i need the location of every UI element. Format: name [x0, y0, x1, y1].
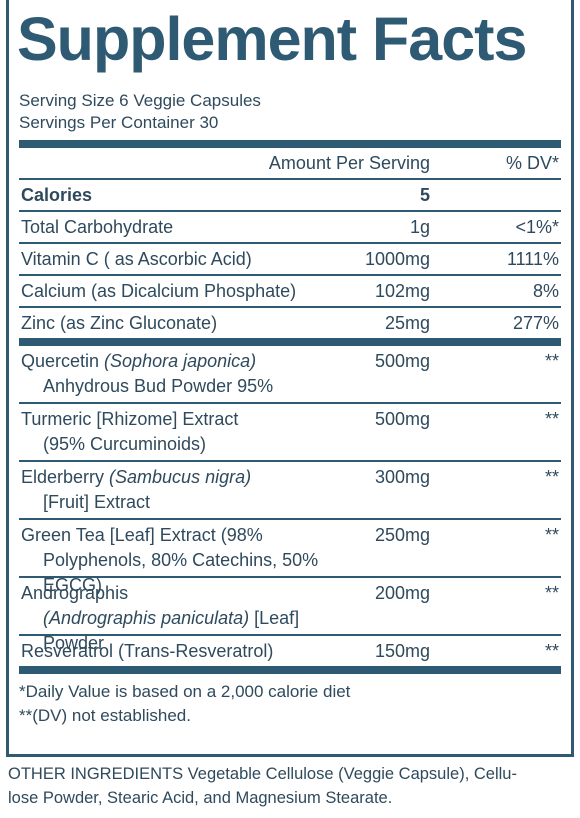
ingredient-line: [Fruit] Extract — [21, 490, 320, 515]
ingredient-line: Turmeric [Rhizome] Extract — [21, 407, 320, 432]
other-ingredients: OTHER INGREDIENTS Vegetable Cellulose (V… — [8, 762, 517, 810]
nutrient-label: Zinc (as Zinc Gluconate) — [21, 313, 218, 333]
ingredient-dv: ** — [544, 525, 559, 545]
calories-amount: 5 — [419, 185, 430, 205]
ingredient-line: Anhydrous Bud Powder 95% — [21, 374, 320, 399]
nutrient-label: Vitamin C ( as Ascorbic Acid) — [21, 249, 252, 269]
nutrient-amount: 102mg — [374, 281, 430, 301]
ingredient-label: Turmeric [Rhizome] Extract (95% Curcumino… — [19, 407, 320, 460]
ingredient-text: (Andrographis paniculata) — [43, 608, 250, 628]
ingredient-dv: ** — [544, 583, 559, 603]
ingredient-row: Quercetin (Sophora japonica) Anhydrous Bu… — [19, 346, 561, 404]
ingredient-dv: ** — [544, 351, 559, 371]
ingredient-text: [Leaf] Powder — [43, 608, 300, 653]
nutrient-row: Vitamin C ( as Ascorbic Acid) 1000mg 1111% — [19, 244, 561, 276]
nutrients: Total Carbohydrate 1g <1%* Vitamin C ( as A… — [19, 212, 561, 340]
ingredient-text: (95% Curcuminoids) — [43, 434, 207, 454]
divider — [19, 338, 561, 346]
spacer — [430, 180, 561, 210]
header-amount: Amount Per Serving — [268, 153, 430, 173]
nutrient-dv: 1111% — [506, 249, 559, 269]
ingredient-amount: 200mg — [374, 583, 430, 603]
ingredient-line: Resveratrol (Trans-Resveratrol) — [21, 636, 320, 667]
nutrient-dv: 277% — [512, 313, 559, 333]
nutrient-row: Calcium (as Dicalcium Phosphate) 102mg 8% — [19, 276, 561, 308]
ingredient-dv: ** — [544, 641, 559, 661]
ingredient-amount: 250mg — [374, 525, 430, 545]
ingredient-line: Quercetin (Sophora japonica) — [21, 349, 320, 374]
ingredient-text: Anhydrous Bud Powder 95% — [43, 376, 274, 396]
ingredients: Quercetin (Sophora japonica) Anhydrous Bu… — [19, 346, 561, 668]
ingredient-text: [Fruit] Extract — [43, 492, 151, 512]
ingredient-line: Green Tea [Leaf] Extract (98% — [21, 523, 320, 548]
header-row: Amount Per Serving % DV* — [19, 148, 561, 180]
ingredient-row: Resveratrol (Trans-Resveratrol) 150mg ** — [19, 636, 561, 668]
nutrient-dv: 8% — [532, 281, 559, 301]
nutrient-dv: <1%* — [515, 217, 559, 237]
nutrient-label: Total Carbohydrate — [21, 217, 174, 237]
other-line: lose Powder, Stearic Acid, and Magnesium… — [8, 789, 393, 807]
ingredient-row: Turmeric [Rhizome] Extract (95% Curcumino… — [19, 404, 561, 462]
nutrient-label: Calcium (as Dicalcium Phosphate) — [21, 281, 297, 301]
calories-label: Calories — [21, 185, 93, 205]
ingredient-line: Polyphenols, 80% Catechins, 50% EGCG) — [21, 548, 320, 598]
divider — [19, 140, 561, 148]
ingredient-line: Elderberry (Sambucus nigra) — [21, 465, 320, 490]
divider — [19, 666, 561, 674]
ingredient-text: Quercetin — [21, 351, 105, 371]
ingredient-dv: ** — [544, 409, 559, 429]
ingredient-text: Andrographis — [21, 583, 129, 603]
ingredient-amount: 300mg — [374, 467, 430, 487]
ingredient-text: Green Tea [Leaf] Extract (98% — [21, 525, 263, 545]
ingredient-line: (Andrographis paniculata) [Leaf] Powder — [21, 606, 320, 656]
nutrient-amount: 25mg — [384, 313, 430, 333]
ingredient-text: (Sambucus nigra) — [109, 467, 252, 487]
nutrient-row: Zinc (as Zinc Gluconate) 25mg 277% — [19, 308, 561, 340]
ingredient-text: Resveratrol (Trans-Resveratrol) — [21, 641, 274, 661]
ingredient-amount: 500mg — [374, 351, 430, 371]
calories-row: Calories 5 — [19, 180, 561, 212]
ingredient-label: Resveratrol (Trans-Resveratrol) — [19, 636, 320, 668]
ingredient-dv: ** — [544, 467, 559, 487]
header-dv: % DV* — [505, 153, 559, 173]
ingredient-line: (95% Curcuminoids) — [21, 432, 320, 457]
ingredient-amount: 150mg — [374, 641, 430, 661]
ingredient-text: Turmeric [Rhizome] Extract — [21, 409, 239, 429]
other-line: OTHER INGREDIENTS Vegetable Cellulose (V… — [8, 765, 517, 783]
servings-per-container: Servings Per Container 30 — [19, 113, 219, 132]
ingredient-row: Green Tea [Leaf] Extract (98% Polyphenols… — [19, 520, 561, 595]
ingredient-text: (Sophora japonica) — [104, 351, 257, 371]
ingredient-label: Green Tea [Leaf] Extract (98% Polyphenols… — [19, 523, 320, 595]
footnote: *Daily Value is based on a 2,000 calorie… — [19, 682, 351, 701]
footnotes: *Daily Value is based on a 2,000 calorie… — [19, 674, 561, 728]
ingredient-label: Quercetin (Sophora japonica) Anhydrous Bu… — [19, 349, 320, 402]
ingredient-label: Andrographis (Andrographis paniculata) [L… — [19, 581, 320, 653]
ingredient-text: Elderberry — [21, 467, 110, 487]
ingredient-line: Andrographis — [21, 581, 320, 606]
nutrient-amount: 1000mg — [364, 249, 430, 269]
ingredient-row: Elderberry (Sambucus nigra) [Fruit] Extra… — [19, 462, 561, 520]
nutrient-amount: 1g — [409, 217, 430, 237]
ingredient-label: Elderberry (Sambucus nigra) [Fruit] Extra… — [19, 465, 320, 518]
nutrient-row: Total Carbohydrate 1g <1%* — [19, 212, 561, 244]
title: Supplement Facts — [17, 5, 527, 73]
spacer — [19, 148, 230, 178]
facts-panel: Supplement Facts Serving Size 6 Veggie C… — [6, 0, 574, 757]
ingredient-row: Andrographis (Andrographis paniculata) [L… — [19, 578, 561, 653]
ingredient-text: Polyphenols, 80% Catechins, 50% EGCG) — [43, 550, 319, 595]
serving-size: Serving Size 6 Veggie Capsules — [19, 91, 261, 110]
ingredient-amount: 500mg — [374, 409, 430, 429]
footnote: **(DV) not established. — [19, 706, 191, 725]
